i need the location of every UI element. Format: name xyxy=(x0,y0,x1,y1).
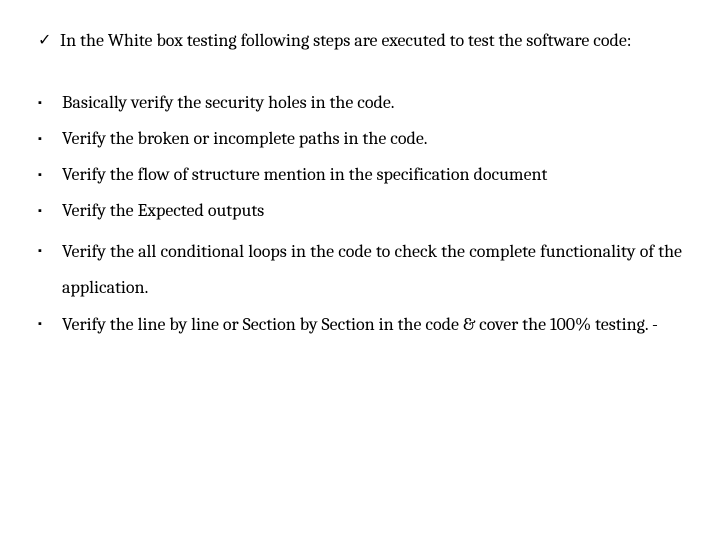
list-item-text: Verify the line by line or Section by Se… xyxy=(62,307,682,342)
square-bullet-icon: ▪ xyxy=(38,234,62,268)
steps-list: ▪Basically verify the security holes in … xyxy=(38,90,682,342)
document-page: ✓ In the White box testing following ste… xyxy=(0,0,720,540)
list-item: ▪Verify the flow of structure mention in… xyxy=(38,162,682,188)
list-item: ▪Verify the broken or incomplete paths i… xyxy=(38,126,682,152)
list-item-text: Verify the flow of structure mention in … xyxy=(62,162,682,188)
list-item: ▪Basically verify the security holes in … xyxy=(38,90,682,116)
list-item: ▪Verify the Expected outputs xyxy=(38,198,682,224)
list-item-text: Verify the all conditional loops in the … xyxy=(62,234,682,304)
list-item: ▪Verify the all conditional loops in the… xyxy=(38,234,682,304)
square-bullet-icon: ▪ xyxy=(38,90,62,115)
intro-text: In the White box testing following steps… xyxy=(60,28,682,54)
list-item: ▪Verify the line by line or Section by S… xyxy=(38,307,682,342)
square-bullet-icon: ▪ xyxy=(38,126,62,151)
list-item-text: Verify the broken or incomplete paths in… xyxy=(62,126,682,152)
list-item-text: Basically verify the security holes in t… xyxy=(62,90,682,116)
intro-list: ✓ In the White box testing following ste… xyxy=(38,28,682,54)
check-icon: ✓ xyxy=(38,28,60,54)
square-bullet-icon: ▪ xyxy=(38,162,62,187)
square-bullet-icon: ▪ xyxy=(38,198,62,223)
intro-item: ✓ In the White box testing following ste… xyxy=(38,28,682,54)
list-item-text: Verify the Expected outputs xyxy=(62,198,682,224)
square-bullet-icon: ▪ xyxy=(38,307,62,341)
